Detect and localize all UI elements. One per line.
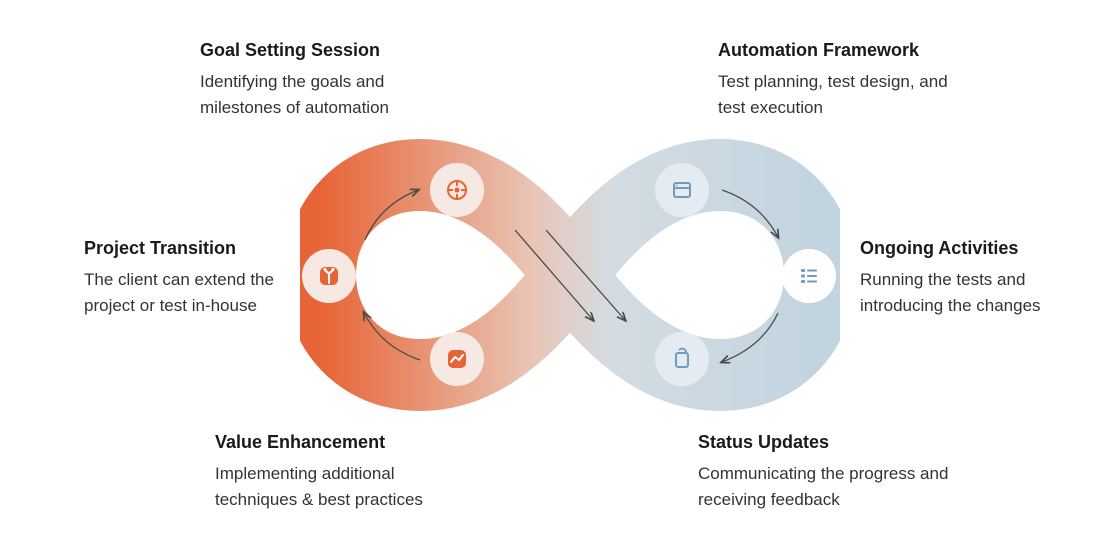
status-icon-circle — [655, 332, 709, 386]
chart-icon — [445, 347, 469, 371]
ongoing-desc: Running the tests and introducing the ch… — [860, 267, 1080, 318]
transition-title: Project Transition — [84, 238, 294, 259]
automation-icon-circle — [655, 163, 709, 217]
status-label: Status Updates Communicating the progres… — [698, 432, 958, 512]
goal-icon-circle — [430, 163, 484, 217]
refresh-doc-icon — [670, 347, 694, 371]
browser-icon — [670, 178, 694, 202]
ongoing-icon-circle — [782, 249, 836, 303]
goal-desc: Identifying the goals and milestones of … — [200, 69, 460, 120]
value-title: Value Enhancement — [215, 432, 475, 453]
automation-title: Automation Framework — [718, 40, 978, 61]
automation-desc: Test planning, test design, and test exe… — [718, 69, 978, 120]
value-desc: Implementing additional techniques & bes… — [215, 461, 475, 512]
goal-label: Goal Setting Session Identifying the goa… — [200, 40, 460, 120]
transition-label: Project Transition The client can extend… — [84, 238, 294, 318]
ongoing-label: Ongoing Activities Running the tests and… — [860, 238, 1080, 318]
value-icon-circle — [430, 332, 484, 386]
transition-desc: The client can extend the project or tes… — [84, 267, 294, 318]
infinity-diagram: Goal Setting Session Identifying the goa… — [0, 0, 1120, 560]
infinity-band — [300, 135, 840, 415]
transition-icon-circle — [302, 249, 356, 303]
goal-title: Goal Setting Session — [200, 40, 460, 61]
list-icon — [797, 264, 821, 288]
target-icon — [445, 178, 469, 202]
status-title: Status Updates — [698, 432, 958, 453]
value-label: Value Enhancement Implementing additiona… — [215, 432, 475, 512]
status-desc: Communicating the progress and receiving… — [698, 461, 958, 512]
automation-label: Automation Framework Test planning, test… — [718, 40, 978, 120]
ongoing-title: Ongoing Activities — [860, 238, 1080, 259]
fork-icon — [317, 264, 341, 288]
